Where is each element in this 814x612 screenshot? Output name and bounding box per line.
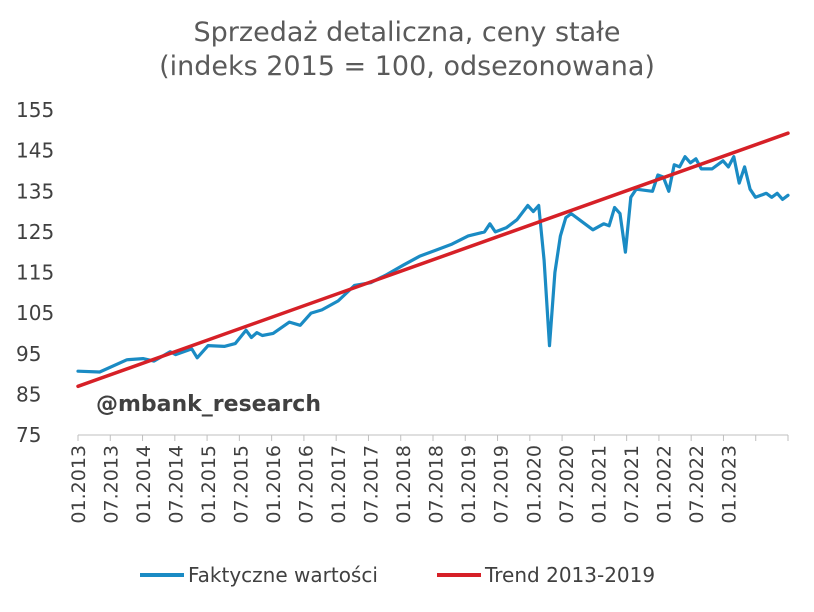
legend-label-actual: Faktyczne wartości (188, 563, 378, 587)
watermark: @mbank_research (96, 392, 321, 417)
y-tick-label: 155 (16, 98, 54, 122)
x-tick-label: 01.2018 (393, 445, 415, 524)
x-tick-label: 07.2018 (426, 445, 448, 524)
x-tick-label: 01.2015 (198, 445, 220, 524)
y-tick-label: 145 (16, 139, 54, 163)
y-tick-label: 105 (16, 301, 54, 325)
x-tick-label: 01.2016 (263, 445, 285, 524)
legend-label-trend: Trend 2013-2019 (485, 563, 656, 587)
y-tick-label: 85 (16, 382, 41, 406)
y-tick-label: 75 (16, 423, 41, 447)
x-tick-label: 01.2019 (458, 445, 480, 524)
x-tick-label: 07.2016 (296, 445, 318, 524)
chart-title: Sprzedaż detaliczna, ceny stałe (193, 17, 621, 48)
y-axis-ticks: 75 85 95 105 115 125 135 145 155 (16, 98, 54, 447)
x-axis: 01.2013 07.2013 01.2014 07.2014 01.2015 07.20… (68, 434, 789, 524)
x-tick-label: 07.2022 (686, 445, 708, 524)
series-line-trend (76, 131, 790, 389)
x-tick-label: 07.2015 (231, 445, 253, 524)
x-tick-label: 01.2013 (68, 445, 90, 524)
x-tick-label: 07.2014 (166, 445, 188, 524)
y-tick-label: 115 (16, 261, 54, 285)
x-tick-label: 07.2013 (101, 445, 123, 524)
legend-item-actual: Faktyczne wartości (140, 563, 378, 587)
x-tick-label: 07.2019 (491, 445, 513, 524)
legend-item-trend: Trend 2013-2019 (437, 563, 655, 587)
x-tick-label: 01.2014 (133, 445, 155, 524)
x-tick-label: 07.2021 (621, 445, 643, 524)
x-tick-label: 01.2017 (328, 445, 350, 524)
x-tick-label: 01.2022 (653, 445, 675, 524)
legend-swatch-actual (140, 573, 184, 577)
y-tick-label: 125 (16, 220, 54, 244)
x-tick-label: 07.2017 (361, 445, 383, 524)
x-tick-label: 07.2020 (556, 445, 578, 524)
y-tick-label: 95 (16, 342, 41, 366)
series-group (76, 131, 790, 389)
legend-swatch-trend (437, 573, 481, 577)
x-tick-label: 01.2020 (523, 445, 545, 524)
x-tick-label: 01.2023 (718, 445, 740, 524)
y-tick-label: 135 (16, 179, 54, 203)
series-line-actual (76, 155, 790, 374)
chart-subtitle: (indeks 2015 = 100, odsezonowana) (159, 51, 655, 82)
x-tick-label: 01.2021 (588, 445, 610, 524)
